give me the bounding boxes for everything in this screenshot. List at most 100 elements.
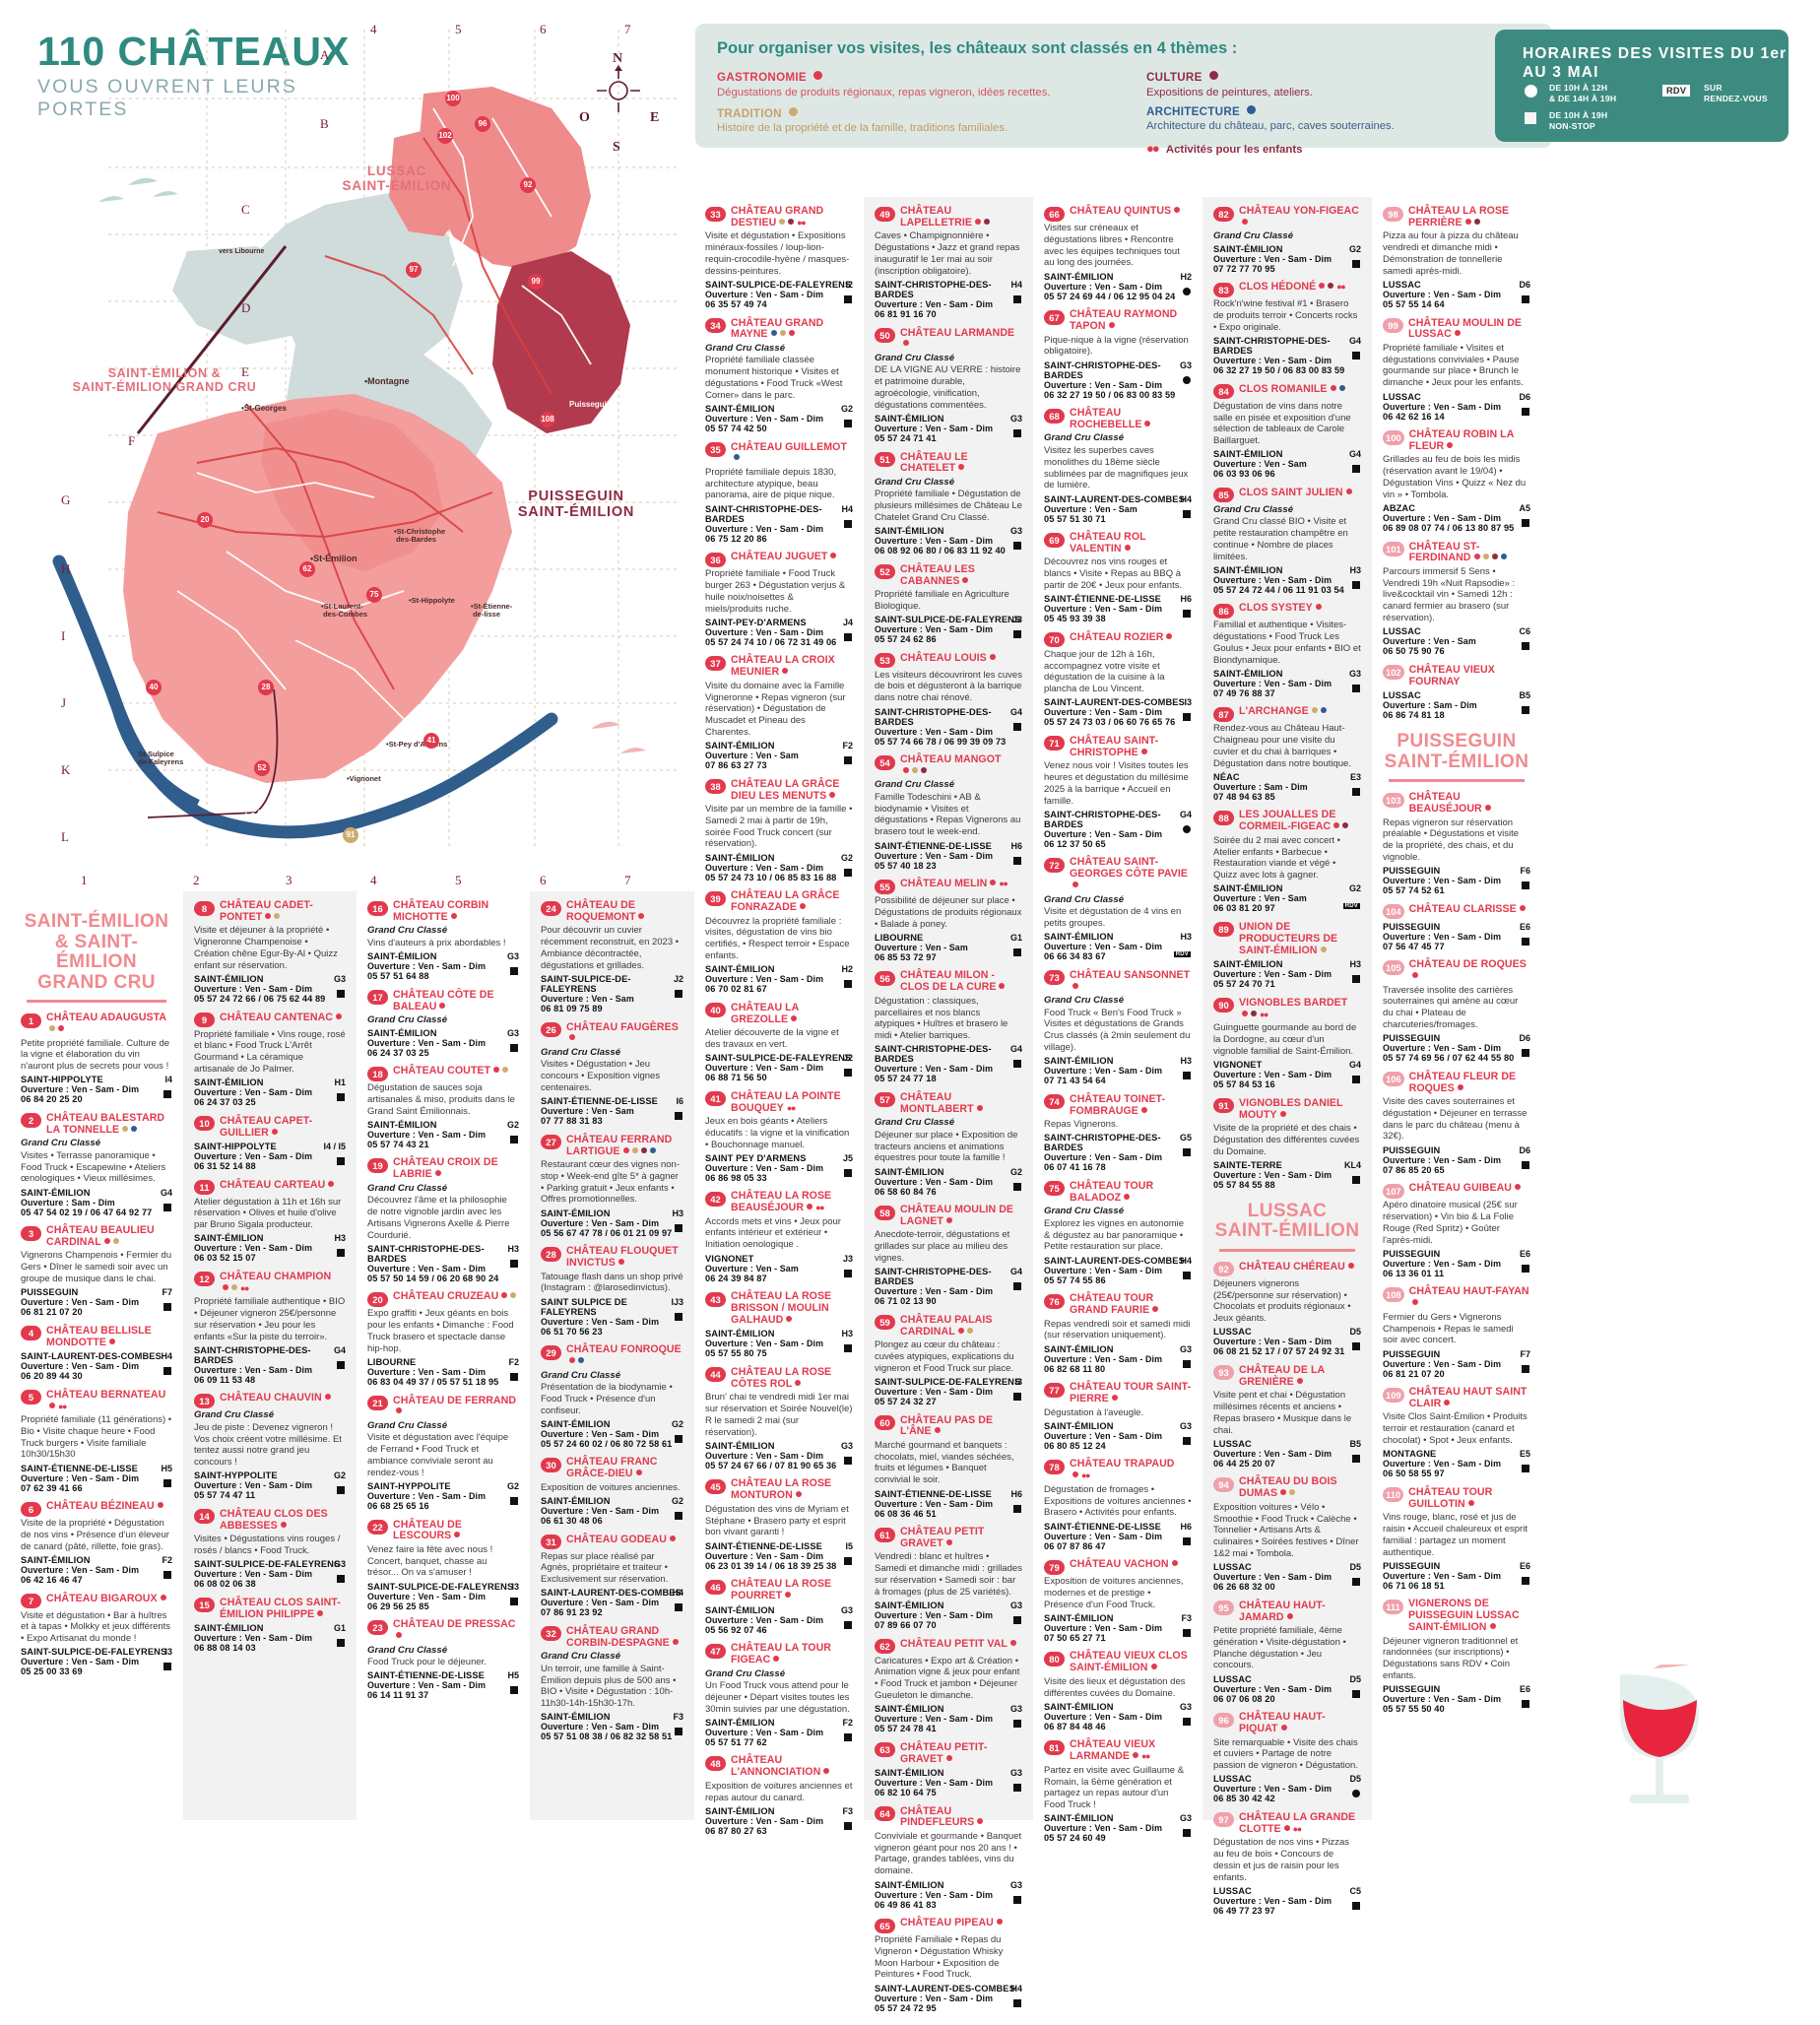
- chateau-entry[interactable]: 56 CHÂTEAU MILON - CLOS DE LA CURE Dégusta…: [875, 969, 1022, 1084]
- entry-phone[interactable]: 05 57 24 78 41: [875, 1724, 937, 1734]
- entry-phone[interactable]: 05 57 24 71 41: [875, 433, 937, 443]
- entry-phone[interactable]: 06 58 60 84 76: [875, 1186, 937, 1197]
- entry-phone[interactable]: 05 57 74 43 21: [367, 1139, 429, 1149]
- entry-phone[interactable]: 05 56 67 47 78 / 06 01 21 09 97: [541, 1227, 673, 1238]
- chateau-entry[interactable]: 103 CHÂTEAU BEAUSÉJOUR Repas vigneron sur …: [1383, 791, 1530, 895]
- entry-phone[interactable]: 06 81 91 16 70: [875, 309, 937, 319]
- entry-phone[interactable]: 06 49 86 41 83: [875, 1899, 937, 1910]
- entry-phone[interactable]: 06 88 71 56 50: [705, 1073, 767, 1083]
- entry-phone[interactable]: 06 50 58 55 97: [1383, 1469, 1445, 1479]
- chateau-entry[interactable]: 57 CHÂTEAU MONTLABERT Grand Cru Classé Déje…: [875, 1091, 1022, 1197]
- chateau-entry[interactable]: 59 CHÂTEAU PALAIS CARDINAL Plongez au cœur…: [875, 1314, 1022, 1406]
- chateau-entry[interactable]: 50 CHÂTEAU LARMANDE Grand Cru Classé DE LA …: [875, 327, 1022, 443]
- chateau-entry[interactable]: 5 CHÂTEAU BERNATEAU●● Propriété familiale …: [21, 1389, 172, 1493]
- chateau-entry[interactable]: 13 CHÂTEAU CHAUVIN Grand Cru Classé Jeu de …: [194, 1392, 346, 1500]
- entry-phone[interactable]: 07 72 77 70 95: [1213, 263, 1275, 274]
- chateau-entry[interactable]: 102 CHÂTEAU VIEUX FOURNAY LUSSAC Ouverture …: [1383, 664, 1530, 720]
- entry-phone[interactable]: 06 23 01 39 14 / 06 18 39 25 38: [705, 1560, 837, 1571]
- chateau-entry[interactable]: 6 CHÂTEAU BÉZINEAU Visite de la propriété …: [21, 1500, 172, 1585]
- chateau-entry[interactable]: 51 CHÂTEAU LE CHATELET Grand Cru Classé Pro…: [875, 451, 1022, 556]
- chateau-entry[interactable]: 78 CHÂTEAU TRAPAUD●● Dégustation de fromag…: [1044, 1458, 1192, 1551]
- entry-phone[interactable]: 05 57 55 14 64: [1383, 299, 1445, 309]
- entry-phone[interactable]: 06 66 34 83 67: [1044, 951, 1106, 962]
- entry-phone[interactable]: 06 85 30 42 42: [1213, 1794, 1275, 1804]
- chateau-entry[interactable]: 58 CHÂTEAU MOULIN DE LAGNET Anecdote-terro…: [875, 1204, 1022, 1306]
- chateau-entry[interactable]: 80 CHÂTEAU VIEUX CLOS SAINT-ÉMILION Visite…: [1044, 1650, 1192, 1731]
- entry-phone[interactable]: 07 62 39 41 66: [21, 1482, 83, 1493]
- chateau-entry[interactable]: 105 CHÂTEAU DE ROQUES Traversée insolite d…: [1383, 958, 1530, 1063]
- entry-phone[interactable]: 06 68 25 65 16: [367, 1501, 429, 1511]
- entry-phone[interactable]: 06 44 25 20 07: [1213, 1458, 1275, 1469]
- entry-phone[interactable]: 06 29 56 25 85: [367, 1600, 429, 1611]
- chateau-entry[interactable]: 83 CLOS HÉDONÉ ●● Rock'n'wine festival #1 •…: [1213, 281, 1361, 376]
- entry-phone[interactable]: 05 57 51 30 71: [1044, 513, 1106, 524]
- entry-phone[interactable]: 05 57 74 42 50: [705, 424, 767, 433]
- entry-phone[interactable]: 06 08 21 52 17 / 07 57 24 92 31: [1213, 1346, 1345, 1357]
- chateau-entry[interactable]: 92 CHÂTEAU CHÉREAU Déjeuners vignerons (25…: [1213, 1261, 1361, 1357]
- chateau-entry[interactable]: 85 CLOS SAINT JULIEN Grand Cru Classé Grand…: [1213, 487, 1361, 595]
- entry-phone[interactable]: 05 57 24 72 44 / 06 11 91 03 54: [1213, 584, 1344, 595]
- chateau-entry[interactable]: 30 CHÂTEAU FRANC GRÂCE-DIEU Exposition de …: [541, 1456, 683, 1526]
- entry-phone[interactable]: 06 09 11 53 48: [194, 1374, 256, 1385]
- chateau-entry[interactable]: 20 CHÂTEAU CRUZEAU Expo graffiti • Jeux gé…: [367, 1290, 519, 1387]
- chateau-entry[interactable]: 84 CLOS ROMANILE Dégustation de vins dans …: [1213, 383, 1361, 479]
- entry-phone[interactable]: 05 57 84 55 88: [1213, 1179, 1275, 1190]
- chateau-entry[interactable]: 62 CHÂTEAU PETIT VAL Caricatures • Expo ar…: [875, 1638, 1022, 1734]
- chateau-entry[interactable]: 96 CHÂTEAU HAUT-PIQUAT Site remarquable • …: [1213, 1711, 1361, 1804]
- chateau-entry[interactable]: 55 CHÂTEAU MELIN ●● Possibilité de déjeuner…: [875, 878, 1022, 962]
- chateau-entry[interactable]: 70 CHÂTEAU ROZIER Chaque jour de 12h à 16h…: [1044, 631, 1192, 727]
- entry-phone[interactable]: 05 57 24 74 10 / 06 72 31 49 06: [705, 636, 837, 647]
- entry-phone[interactable]: 05 57 24 60 02 / 06 80 72 58 61: [541, 1438, 673, 1449]
- chateau-entry[interactable]: 9 CHÂTEAU CANTENAC Propriété familiale • V…: [194, 1012, 346, 1107]
- entry-phone[interactable]: 05 57 74 66 78 / 06 99 39 09 73: [875, 736, 1007, 747]
- chateau-entry[interactable]: 19 CHÂTEAU CROIX DE LABRIE Grand Cru Class…: [367, 1156, 519, 1283]
- entry-phone[interactable]: 07 89 66 07 70: [875, 1620, 937, 1630]
- entry-phone[interactable]: 05 57 24 77 18: [875, 1074, 937, 1084]
- entry-phone[interactable]: 06 20 89 44 30: [21, 1371, 83, 1382]
- entry-phone[interactable]: 06 32 27 19 50 / 06 83 00 83 59: [1213, 365, 1345, 376]
- entry-phone[interactable]: 06 50 75 90 76: [1383, 646, 1445, 657]
- entry-phone[interactable]: 06 08 92 06 80 / 06 83 11 92 40: [875, 546, 1006, 556]
- entry-phone[interactable]: 06 82 10 64 75: [875, 1788, 937, 1797]
- entry-phone[interactable]: 06 88 08 14 03: [194, 1643, 256, 1654]
- chateau-entry[interactable]: 53 CHÂTEAU LOUIS Les visiteurs découvriron…: [875, 652, 1022, 747]
- entry-phone[interactable]: 05 57 51 77 62: [705, 1736, 767, 1747]
- chateau-entry[interactable]: 61 CHÂTEAU PETIT GRAVET Vendredi : blanc e…: [875, 1526, 1022, 1630]
- chateau-entry[interactable]: 97 CHÂTEAU LA GRANDE CLOTTE ●● Dégustation …: [1213, 1811, 1361, 1916]
- chateau-entry[interactable]: 33 CHÂTEAU GRAND DESTIEU ●● Visite et dégus…: [705, 205, 853, 309]
- chateau-entry[interactable]: 90 VIGNOBLES BARDET●● Guinguette gourmande…: [1213, 997, 1361, 1089]
- chateau-entry[interactable]: 66 CHÂTEAU QUINTUS Visites sur créneaux et…: [1044, 205, 1192, 301]
- chateau-entry[interactable]: 21 CHÂTEAU DE FERRAND Grand Cru Classé Visi…: [367, 1395, 519, 1511]
- region-map[interactable]: N E S O A B C D E F G H I J K L 1 2 3 4 …: [0, 0, 689, 887]
- chateau-entry[interactable]: 44 CHÂTEAU LA ROSE CÔTES ROL Brun' chai te…: [705, 1366, 853, 1470]
- entry-phone[interactable]: 06 13 36 01 11: [1383, 1268, 1445, 1278]
- entry-phone[interactable]: 05 57 24 32 27: [875, 1397, 937, 1406]
- chateau-entry[interactable]: 110 CHÂTEAU TOUR GUILLOTIN Vins rouge, bla…: [1383, 1486, 1530, 1591]
- chateau-entry[interactable]: 99 CHÂTEAU MOULIN DE LUSSAC Propriété fami…: [1383, 317, 1530, 422]
- entry-phone[interactable]: 06 12 37 50 65: [1044, 838, 1106, 849]
- entry-phone[interactable]: 06 86 98 05 33: [705, 1172, 767, 1183]
- entry-phone[interactable]: 07 48 94 63 85: [1213, 791, 1275, 802]
- entry-phone[interactable]: 06 31 52 14 88: [194, 1161, 256, 1171]
- entry-phone[interactable]: 05 57 51 08 38 / 06 82 32 58 51: [541, 1731, 673, 1742]
- entry-phone[interactable]: 06 81 21 07 20: [21, 1307, 83, 1318]
- chateau-entry[interactable]: 74 CHÂTEAU TOINET-FOMBRAUGE Repas Vigneron…: [1044, 1093, 1192, 1172]
- chateau-entry[interactable]: 79 CHÂTEAU VACHON Exposition de voitures a…: [1044, 1558, 1192, 1643]
- entry-phone[interactable]: 06 03 81 20 97: [1213, 903, 1275, 914]
- chateau-entry[interactable]: 108 CHÂTEAU HAUT-FAYAN Fermier du Gers • V…: [1383, 1285, 1530, 1379]
- entry-phone[interactable]: 06 07 87 86 47: [1044, 1540, 1106, 1551]
- chateau-entry[interactable]: 54 CHÂTEAU MANGOT Grand Cru Classé Famille …: [875, 753, 1022, 871]
- entry-phone[interactable]: 07 71 43 54 64: [1044, 1076, 1106, 1086]
- entry-phone[interactable]: 06 80 85 12 24: [1044, 1440, 1106, 1451]
- chateau-entry[interactable]: 28 CHÂTEAU FLOUQUET INVICTUS Tatouage flas…: [541, 1245, 683, 1337]
- entry-phone[interactable]: 06 83 04 49 37 / 05 57 51 18 95: [367, 1377, 499, 1387]
- entry-phone[interactable]: 06 81 09 75 89: [541, 1004, 603, 1013]
- chateau-entry[interactable]: 36 CHÂTEAU JUGUET Propriété familiale • Fo…: [705, 551, 853, 647]
- chateau-entry[interactable]: 38 CHÂTEAU LA GRÂCE DIEU LES MENUTS Visite…: [705, 778, 853, 882]
- chateau-entry[interactable]: 81 CHÂTEAU VIEUX LARMANDE ●● Partez en visi…: [1044, 1738, 1192, 1843]
- chateau-entry[interactable]: 14 CHÂTEAU CLOS DES ABBESSES Visites • Dég…: [194, 1508, 346, 1589]
- chateau-entry[interactable]: 17 CHÂTEAU CÔTE DE BALEAU Grand Cru Classé…: [367, 989, 519, 1058]
- entry-phone[interactable]: 06 24 37 03 25: [367, 1047, 429, 1058]
- chateau-entry[interactable]: 8 CHÂTEAU CADET-PONTET Visite et déjeuner …: [194, 899, 346, 1004]
- chateau-entry[interactable]: 24 CHÂTEAU DE ROQUEMONT Pour découvrir un …: [541, 899, 683, 1013]
